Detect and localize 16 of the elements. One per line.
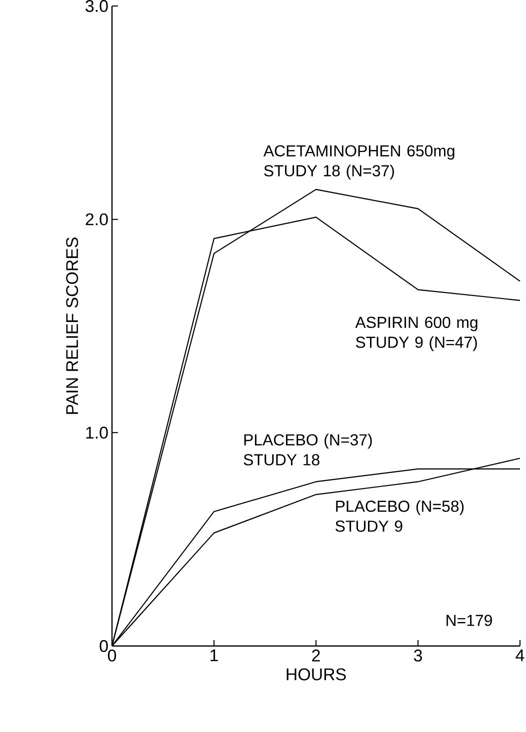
- x-tick-label: 1: [210, 650, 218, 662]
- x-tick-label: 0: [108, 650, 116, 662]
- annotation: N=179: [446, 614, 492, 626]
- x-tick-label: 4: [516, 650, 524, 662]
- y-axis-title: PAIN RELIEF SCORES: [66, 238, 78, 414]
- x-tick-label: 2: [312, 650, 320, 662]
- y-tick-label: 0: [100, 640, 108, 652]
- y-tick-label: 1.0: [86, 426, 108, 439]
- x-axis-title: HOURS: [286, 668, 346, 680]
- series-label: ASPIRIN 600 mg STUDY 9 (N=47): [355, 316, 478, 352]
- series-label: PLACEBO (N=37) STUDY 18: [244, 434, 372, 466]
- x-tick-label: 3: [414, 650, 422, 662]
- series-label: PLACEBO (N=58) STUDY 9: [336, 500, 464, 532]
- text: ACETAMINOPHEN 650mg STUDY 18 (N=37): [263, 145, 454, 180]
- y-tick-label: 2.0: [86, 213, 108, 226]
- y-tick-label: 3.0: [86, 0, 108, 12]
